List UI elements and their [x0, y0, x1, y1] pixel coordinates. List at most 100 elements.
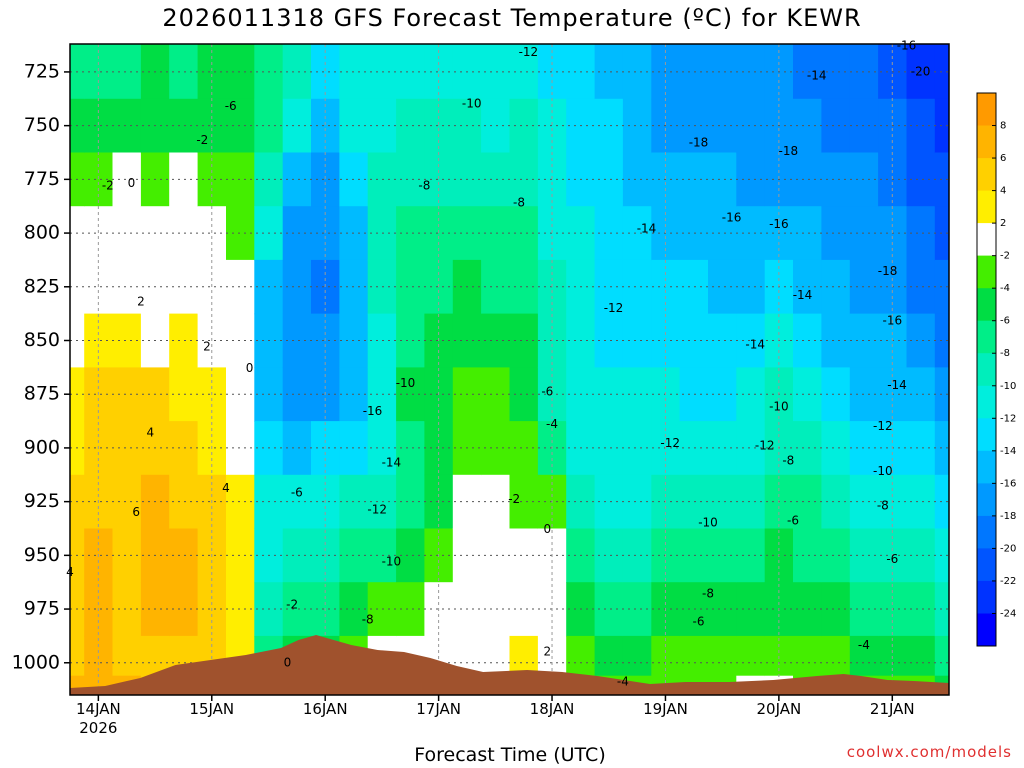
y-tick-label: 775 [24, 168, 60, 190]
x-tick-label: 19JAN [643, 700, 688, 718]
temp-cell [821, 259, 851, 315]
y-tick-label: 800 [24, 222, 60, 244]
y-tick-label: 950 [24, 544, 60, 566]
y-tick-label: 850 [24, 329, 60, 351]
temp-cell [509, 259, 539, 315]
contour-label: -16 [882, 314, 902, 328]
temp-cell [509, 98, 539, 154]
contour-label: -12 [873, 419, 893, 433]
colorbar-swatch [977, 515, 996, 549]
temp-cell [821, 206, 851, 261]
y-tick-label: 975 [24, 598, 60, 620]
contour-label: 2 [137, 294, 145, 308]
colorbar-swatch [977, 288, 996, 322]
colorbar-swatch [977, 125, 996, 159]
temp-cell [169, 259, 199, 315]
colorbar-label: -14 [1000, 446, 1016, 457]
contour-label: -6 [225, 99, 237, 113]
temp-cell [821, 474, 851, 530]
temp-cell [509, 367, 539, 422]
colorbar-swatch [977, 93, 996, 126]
contour-label: -6 [541, 385, 553, 399]
colorbar-swatch [977, 418, 996, 452]
y-tick-label: 900 [24, 436, 60, 458]
colorbar-label: -6 [1000, 316, 1010, 327]
colorbar-label: 6 [1000, 153, 1006, 164]
temp-cell [849, 259, 879, 315]
colorbar-swatch [977, 483, 996, 517]
temp-cell [821, 421, 851, 476]
temp-cell [849, 474, 879, 530]
contour-label: -16 [722, 211, 742, 225]
contour-label: -10 [698, 516, 718, 530]
colorbar-frame [976, 92, 997, 647]
x-tick-label: 17JAN [416, 700, 461, 718]
contour-label: -12 [367, 503, 387, 517]
chart-title: 2026011318 GFS Forecast Temperature (ºC)… [162, 4, 862, 32]
temp-cell [849, 98, 879, 154]
temp-cell [849, 528, 879, 583]
temp-cell [509, 206, 539, 261]
temp-cell [169, 582, 199, 637]
contour-label: -12 [755, 438, 775, 452]
temp-cell [849, 635, 879, 677]
temp-cell [169, 152, 199, 207]
contour-label: 4 [222, 481, 230, 495]
temp-cell [793, 635, 822, 677]
contour-label: -14 [637, 221, 657, 235]
colorbar-label: -8 [1000, 348, 1010, 359]
contour-label: 0 [128, 176, 136, 190]
contour-label: -12 [604, 301, 624, 315]
contour-label: -14 [887, 378, 907, 392]
temp-cell [169, 98, 199, 154]
colorbar-label: -10 [1000, 381, 1016, 392]
contour-label: -14 [745, 337, 765, 351]
temp-cell [849, 313, 879, 368]
colorbar-label: -22 [1000, 576, 1016, 587]
contour-label: 0 [543, 522, 551, 536]
temp-cell [708, 635, 737, 677]
colorbar-label: -24 [1000, 608, 1016, 619]
contour-label: -10 [382, 554, 402, 568]
colorbar-swatch [977, 190, 996, 224]
y-tick-label: 725 [24, 60, 60, 82]
temp-cell [821, 528, 851, 583]
colorbar-label: -4 [1000, 283, 1010, 294]
temp-cell [736, 635, 766, 677]
x-tick-label: 18JAN [530, 700, 575, 718]
colorbar-swatch [977, 255, 996, 289]
x-tick-label: 16JAN [303, 700, 348, 718]
colorbar-swatch [977, 158, 996, 192]
temp-cell [169, 474, 199, 530]
temp-cell [934, 635, 949, 677]
contour-label: -4 [546, 417, 558, 431]
temp-cell [594, 635, 624, 677]
y-tick-label: 1000 [12, 651, 60, 673]
temp-cell [906, 635, 936, 677]
temp-cell [70, 635, 85, 677]
temp-cell [821, 367, 851, 422]
contour-label: -14 [807, 69, 827, 83]
y-tick-label: 925 [24, 490, 60, 512]
contour-label: -4 [617, 675, 629, 689]
temp-cell [849, 367, 879, 422]
temp-cell [821, 313, 851, 368]
colorbar-swatch [977, 353, 996, 387]
colorbar-label: -16 [1000, 478, 1016, 489]
colorbar-swatch [977, 450, 996, 484]
contour-label: -6 [787, 514, 799, 528]
temp-cell [169, 206, 199, 261]
temp-cell [509, 582, 539, 637]
contour-labels: -12 -16-20-14-6 -10-2 -18-18-2 0 -8-8-16-16-1… [66, 39, 930, 689]
temp-cell [169, 313, 199, 368]
contour-label: -6 [291, 486, 303, 500]
contour-label: -10 [396, 376, 416, 390]
temp-cell [509, 528, 539, 583]
credit-link[interactable]: coolwx.com/models [846, 743, 1012, 761]
colorbar-swatch [977, 223, 996, 257]
temp-cell [169, 528, 199, 583]
y-tick-label: 875 [24, 383, 60, 405]
temp-cell [169, 44, 199, 100]
